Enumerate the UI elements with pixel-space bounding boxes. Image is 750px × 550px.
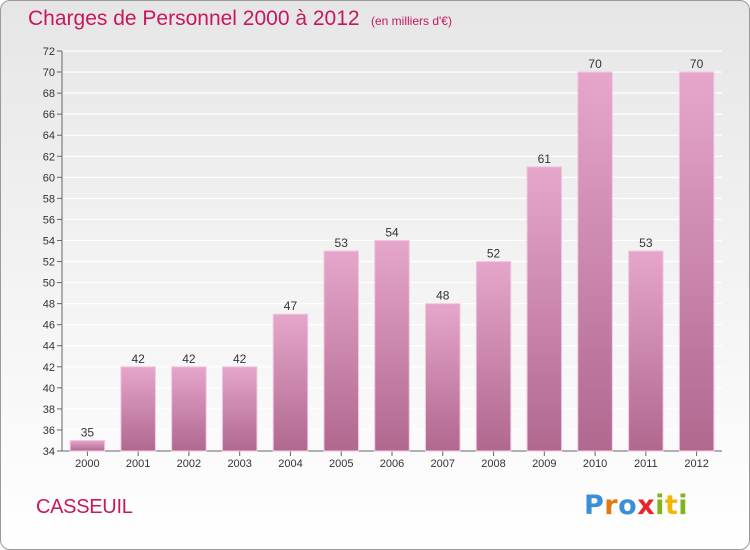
x-tick-label: 2010 bbox=[583, 458, 607, 470]
data-label: 70 bbox=[690, 57, 704, 71]
chart-title: Charges de Personnel 2000 à 2012 bbox=[28, 7, 360, 30]
x-tick-label: 2009 bbox=[532, 458, 556, 470]
bar-2004 bbox=[272, 313, 309, 452]
x-tick-label: 2007 bbox=[431, 458, 455, 470]
logo-letter: i bbox=[655, 490, 665, 521]
y-tick-label: 42 bbox=[43, 362, 55, 374]
data-label: 52 bbox=[487, 247, 501, 261]
y-tick-label: 56 bbox=[43, 214, 55, 226]
y-tick-label: 46 bbox=[43, 320, 55, 332]
proxiti-logo[interactable]: Proxiti bbox=[584, 490, 688, 521]
bar-2005 bbox=[323, 250, 359, 452]
data-label: 42 bbox=[233, 352, 247, 366]
logo-letter: x bbox=[637, 490, 656, 521]
data-label: 53 bbox=[639, 236, 653, 250]
logo-letter: t bbox=[664, 490, 679, 521]
logo-letter: o bbox=[618, 490, 638, 521]
bar-2001 bbox=[120, 366, 156, 452]
x-tick-label: 2004 bbox=[278, 458, 302, 470]
x-tick-label: 2012 bbox=[684, 458, 708, 470]
x-tick-label: 2006 bbox=[380, 458, 404, 470]
logo-letter: r bbox=[604, 490, 619, 521]
x-tick-label: 2005 bbox=[329, 458, 353, 470]
y-tick-label: 36 bbox=[43, 425, 55, 437]
data-label: 61 bbox=[538, 152, 552, 166]
y-tick-label: 62 bbox=[43, 151, 55, 163]
y-tick-label: 48 bbox=[43, 299, 55, 311]
y-tick-label: 70 bbox=[43, 67, 55, 79]
bar-2006 bbox=[374, 239, 410, 452]
y-tick-label: 44 bbox=[43, 341, 55, 353]
y-tick-label: 50 bbox=[43, 278, 55, 290]
bar-2007 bbox=[425, 303, 461, 452]
y-tick-label: 68 bbox=[43, 88, 55, 100]
data-label: 70 bbox=[588, 57, 602, 71]
x-tick-label: 2002 bbox=[177, 458, 201, 470]
y-tick-label: 38 bbox=[43, 404, 55, 416]
y-tick-label: 54 bbox=[43, 235, 55, 247]
bar-2000 bbox=[69, 439, 106, 452]
bar-layer bbox=[69, 71, 715, 452]
commune-name: CASSEUIL bbox=[36, 496, 133, 518]
data-label: 53 bbox=[335, 236, 349, 250]
x-tick-label: 2000 bbox=[75, 458, 99, 470]
y-tick-label: 66 bbox=[43, 109, 55, 121]
data-label: 42 bbox=[131, 352, 145, 366]
bar-2002 bbox=[171, 366, 207, 452]
x-tick-label: 2003 bbox=[227, 458, 251, 470]
label-layer: 35 42 42 42 47 53 54 48 52 61 70 53 70 bbox=[81, 57, 704, 439]
y-tick-label: 58 bbox=[43, 193, 55, 205]
data-label: 42 bbox=[182, 352, 196, 366]
y-tick-label: 60 bbox=[43, 172, 55, 184]
chart-subtitle: (en milliers d'€) bbox=[371, 14, 452, 28]
bar-2011 bbox=[628, 250, 664, 452]
x-tick-label: 2001 bbox=[126, 458, 150, 470]
logo-letter: i bbox=[678, 490, 689, 521]
bar-2009 bbox=[526, 166, 563, 452]
bar-2003 bbox=[221, 366, 258, 452]
data-label: 35 bbox=[81, 425, 95, 439]
bar-2008 bbox=[475, 261, 512, 452]
data-label: 48 bbox=[436, 289, 450, 303]
y-tick-label: 34 bbox=[43, 446, 55, 458]
y-tick-label: 52 bbox=[43, 257, 55, 269]
bar-2012 bbox=[678, 71, 715, 452]
x-tick-label: 2011 bbox=[634, 458, 658, 470]
y-tick-label: 64 bbox=[43, 130, 55, 142]
data-label: 54 bbox=[385, 225, 399, 239]
data-label: 47 bbox=[284, 299, 298, 313]
y-tick-label: 72 bbox=[43, 46, 55, 58]
y-tick-label: 40 bbox=[43, 383, 55, 395]
x-tick-label: 2008 bbox=[481, 458, 505, 470]
bar-2010 bbox=[577, 71, 613, 452]
logo-letter: P bbox=[584, 490, 605, 521]
